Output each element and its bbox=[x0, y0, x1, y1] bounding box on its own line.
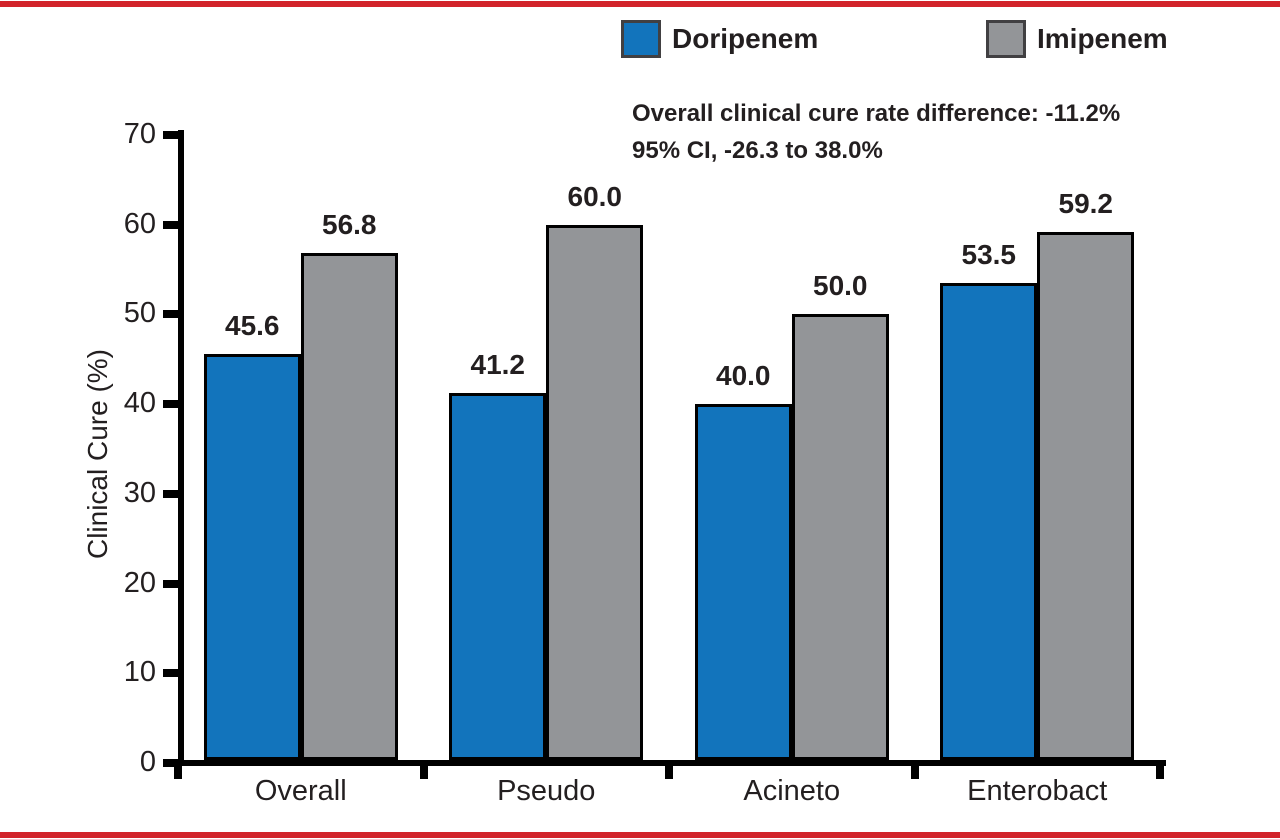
legend-item-imipenem: Imipenem bbox=[986, 19, 1168, 59]
value-label-doripenem-overall: 45.6 bbox=[225, 309, 280, 341]
bar-doripenem-overall bbox=[203, 353, 301, 760]
y-tick bbox=[163, 579, 179, 588]
value-label-doripenem-pseudo: 41.2 bbox=[470, 349, 526, 381]
y-axis-title: Clinical Cure (%) bbox=[82, 348, 113, 560]
y-tick bbox=[163, 400, 179, 409]
y-tick-label: 30 bbox=[123, 476, 156, 509]
bar-doripenem-pseudo bbox=[449, 393, 547, 760]
y-tick-label: 10 bbox=[123, 656, 156, 689]
x-boundary-tick bbox=[910, 760, 919, 779]
category-label-overall: Overall bbox=[254, 775, 347, 807]
y-tick-label: 60 bbox=[123, 207, 156, 240]
x-boundary-tick bbox=[419, 760, 428, 779]
category-label-enterobact: Enterobact bbox=[967, 775, 1108, 807]
y-tick bbox=[163, 759, 179, 767]
category-label-acineto: Acineto bbox=[743, 775, 841, 807]
y-tick-label: 40 bbox=[123, 387, 156, 420]
y-tick bbox=[163, 310, 179, 319]
bar-imipenem-acineto bbox=[791, 314, 889, 760]
x-boundary-tick bbox=[174, 760, 182, 779]
bar-imipenem-enterobact bbox=[1037, 231, 1135, 760]
bottom-red-rule bbox=[0, 832, 1280, 838]
imipenem-swatch bbox=[986, 20, 1026, 58]
bar-imipenem-overall bbox=[300, 253, 398, 760]
y-tick bbox=[163, 669, 179, 678]
value-label-doripenem-enterobact: 53.5 bbox=[961, 239, 1017, 271]
value-label-imipenem-overall: 56.8 bbox=[322, 209, 377, 241]
y-tick bbox=[163, 489, 179, 498]
top-red-rule bbox=[0, 1, 1280, 7]
y-tick-label: 50 bbox=[123, 297, 156, 330]
cure-rate-annotation: Overall clinical cure rate difference: -… bbox=[632, 95, 1120, 169]
legend-label-imipenem: Imipenem bbox=[1037, 23, 1168, 54]
x-boundary-tick bbox=[1156, 760, 1164, 779]
value-label-imipenem-acineto: 50.0 bbox=[813, 270, 868, 302]
legend-item-doripenem: Doripenem bbox=[621, 19, 818, 59]
bar-doripenem-enterobact bbox=[940, 283, 1038, 760]
value-label-doripenem-acineto: 40.0 bbox=[716, 360, 771, 392]
y-tick-label: 70 bbox=[123, 118, 156, 150]
annotation-line-1: Overall clinical cure rate difference: -… bbox=[632, 100, 1121, 127]
legend-label-doripenem: Doripenem bbox=[672, 23, 819, 54]
value-label-imipenem-pseudo: 60.0 bbox=[567, 180, 623, 212]
y-tick bbox=[163, 131, 179, 139]
bar-doripenem-acineto bbox=[694, 404, 792, 760]
y-tick-label: 0 bbox=[139, 746, 156, 778]
category-label-pseudo: Pseudo bbox=[497, 775, 596, 807]
y-tick-label: 20 bbox=[123, 566, 156, 599]
value-label-imipenem-enterobact: 59.2 bbox=[1058, 187, 1114, 219]
doripenem-swatch bbox=[621, 20, 661, 58]
y-axis-line bbox=[178, 130, 184, 766]
y-tick bbox=[163, 220, 179, 229]
x-boundary-tick bbox=[665, 760, 673, 779]
annotation-line-2: 95% CI, -26.3 to 38.0% bbox=[632, 137, 883, 164]
bar-imipenem-pseudo bbox=[546, 224, 644, 760]
